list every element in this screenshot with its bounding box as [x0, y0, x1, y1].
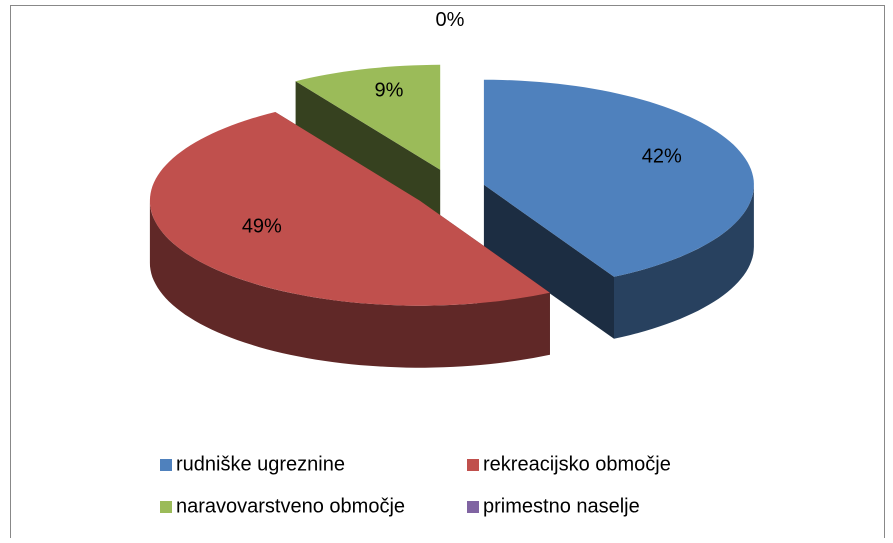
slice	[149, 112, 550, 306]
legend-swatch	[467, 501, 479, 513]
slice-side	[149, 200, 550, 368]
legend-label: rudniške ugreznine	[176, 453, 345, 475]
slice	[295, 64, 441, 170]
legend-swatch	[160, 459, 172, 471]
data-label: 49%	[242, 215, 282, 237]
legend-swatch	[160, 501, 172, 513]
slice-side	[614, 184, 754, 339]
slice-wall	[483, 184, 614, 339]
data-label: 42%	[642, 145, 682, 167]
legend-label: primestno naselje	[483, 495, 640, 517]
legend-label: naravovarstveno območje	[176, 495, 405, 517]
data-label: 9%	[375, 80, 404, 102]
data-label: 0%	[436, 9, 465, 31]
legend-swatch	[467, 459, 479, 471]
slice	[483, 79, 754, 277]
legend-label: rekreacijsko območje	[483, 453, 671, 475]
